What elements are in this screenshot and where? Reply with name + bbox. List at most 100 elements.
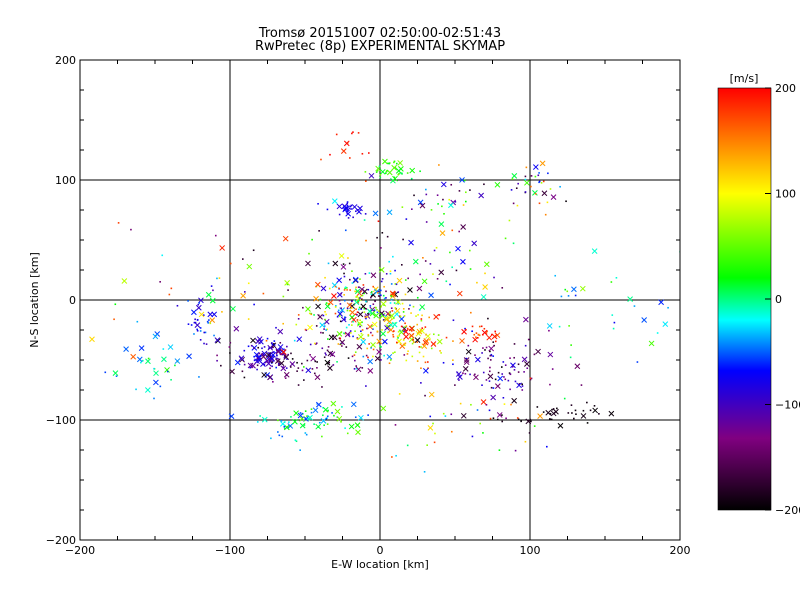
echo-dot	[346, 212, 349, 215]
echo-dot	[353, 368, 356, 370]
echo-dot	[360, 330, 362, 333]
echo-dot	[508, 219, 511, 222]
echo-dot	[502, 361, 505, 363]
echo-cross	[368, 172, 375, 179]
echo-dot	[272, 360, 274, 363]
echo-cross	[491, 333, 498, 340]
echo-dot	[427, 361, 429, 363]
echo-dot	[361, 329, 364, 331]
echo-dot	[350, 332, 352, 334]
echo-dot	[364, 272, 367, 275]
echo-dot	[470, 311, 472, 314]
echo-cross	[261, 350, 268, 357]
echo-dot	[490, 353, 493, 356]
echo-dot	[551, 408, 553, 411]
echo-dot	[438, 314, 441, 316]
echo-cross	[255, 338, 261, 345]
echo-dot	[256, 357, 259, 360]
echo-dot	[269, 367, 271, 370]
echo-dot	[407, 277, 409, 280]
echo-dot	[376, 330, 379, 333]
echo-dot	[367, 288, 370, 291]
echo-cross	[283, 371, 290, 378]
echo-cross	[370, 342, 376, 348]
echo-dot	[468, 249, 471, 252]
echo-dot	[308, 252, 310, 255]
echo-cross	[408, 325, 415, 332]
echo-dot	[505, 417, 507, 420]
echo-dot	[324, 310, 326, 313]
echo-dot	[542, 180, 545, 183]
echo-dot	[135, 388, 137, 391]
echo-dot	[488, 370, 491, 373]
echo-cross	[261, 416, 268, 423]
echo-dot	[170, 378, 172, 381]
echo-dot	[458, 230, 461, 233]
echo-cross	[472, 336, 478, 343]
echo-dot	[295, 323, 298, 326]
echo-dot	[361, 294, 364, 297]
echo-dot	[533, 425, 536, 427]
echo-dot	[567, 295, 570, 297]
echo-cross	[250, 362, 256, 369]
echo-dot	[296, 370, 298, 372]
echo-cross	[459, 177, 465, 183]
echo-dot	[412, 305, 415, 308]
echo-dot	[408, 308, 410, 310]
echo-dot	[364, 213, 367, 215]
echo-dot	[424, 361, 427, 364]
echo-dot	[476, 409, 479, 411]
echo-dot	[420, 346, 422, 348]
echo-dot	[488, 409, 491, 412]
echo-dot	[357, 286, 360, 288]
echo-dot	[452, 359, 454, 362]
echo-cross	[360, 339, 367, 345]
echo-dot	[309, 354, 311, 356]
echo-dot	[385, 272, 388, 275]
echo-dot	[314, 360, 317, 363]
echo-dot	[343, 275, 346, 278]
echo-dot	[439, 350, 441, 352]
echo-dot	[507, 379, 510, 382]
echo-cross	[275, 347, 282, 354]
echo-dot	[402, 311, 405, 313]
echo-dot	[489, 366, 491, 369]
echo-dot	[290, 416, 292, 418]
echo-cross	[380, 405, 387, 412]
echo-cross	[658, 299, 664, 306]
echo-dot	[351, 300, 353, 303]
echo-dot	[355, 296, 358, 298]
echo-dot	[471, 325, 474, 328]
echo-dot	[445, 336, 448, 339]
echo-dot	[291, 358, 294, 360]
echo-dot	[324, 352, 327, 354]
echo-dot	[247, 282, 250, 285]
echo-dot	[271, 351, 274, 354]
echo-dot	[365, 300, 367, 303]
colorbar-tick-label-4: 200	[775, 82, 796, 95]
echo-cross	[463, 357, 470, 363]
echo-cross	[260, 353, 267, 360]
echo-cross	[539, 160, 546, 167]
echo-cross	[462, 365, 469, 372]
echo-dot	[552, 408, 555, 410]
echo-dot	[280, 420, 283, 422]
echo-dot	[379, 345, 381, 347]
echo-dot	[425, 221, 428, 223]
echo-dot	[395, 162, 398, 165]
echo-dot	[368, 272, 371, 274]
echo-cross	[313, 295, 319, 302]
echo-dot	[176, 304, 179, 307]
echo-dot	[278, 434, 281, 437]
echo-dot	[326, 208, 329, 211]
echo-dot	[571, 412, 573, 414]
echo-dot	[279, 349, 282, 352]
echo-dot	[196, 328, 198, 331]
echo-cross	[246, 263, 253, 270]
echo-dot	[503, 403, 506, 405]
echo-dot	[471, 330, 473, 333]
echo-cross	[414, 337, 421, 343]
echo-dot	[190, 324, 193, 326]
echo-dot	[359, 322, 361, 324]
echo-dot	[382, 294, 385, 297]
